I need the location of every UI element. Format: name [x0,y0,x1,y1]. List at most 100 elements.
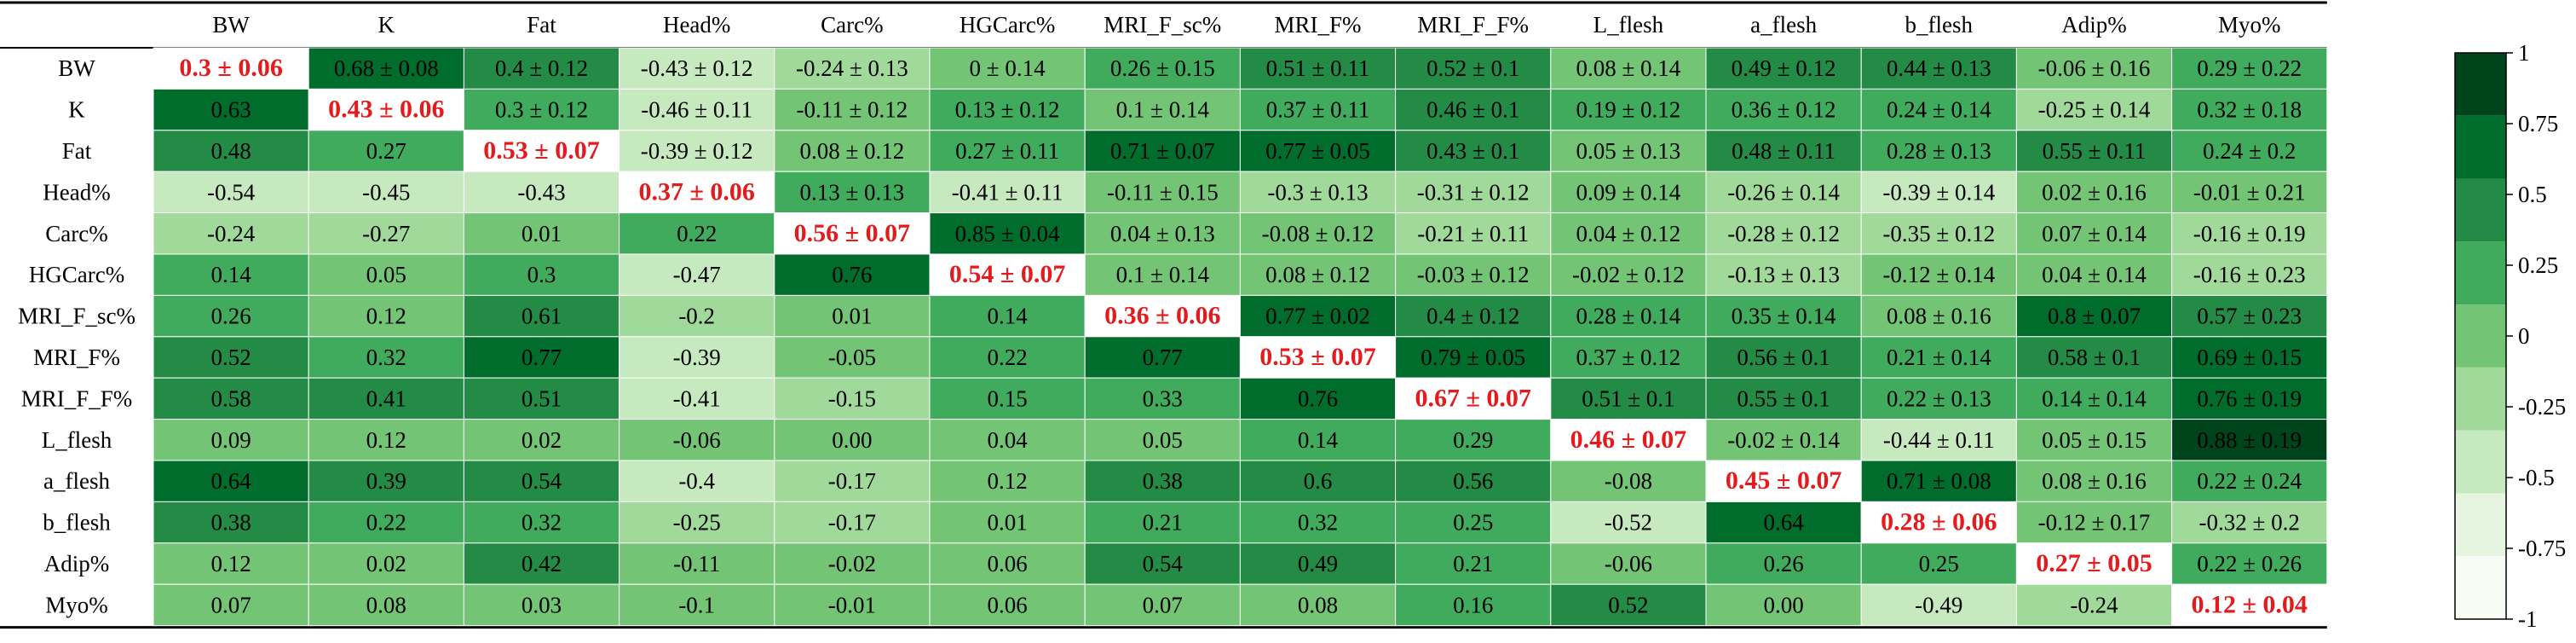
heatmap-cell [463,501,620,544]
cell-label: 0.25 [1919,551,1959,576]
colorbar-segment [2455,367,2506,431]
cell-label: 0.22 [987,345,1027,370]
column-header: Head% [663,12,730,38]
diagonal-label: 0.46 ± 0.07 [1570,426,1686,454]
heatmap-cell [2015,336,2173,379]
cell-label: 0.02 [522,427,562,453]
row-header: L_flesh [42,427,112,453]
row-header: Carc% [45,221,107,246]
row-header: MRI_F% [33,345,120,370]
cell-label: 0.01 [832,304,872,329]
heatmap-cell [929,542,1086,585]
cell-label: 0.14 [210,262,251,287]
cell-label: 0.32 ± 0.18 [2197,97,2302,123]
heatmap-cell [1239,212,1397,255]
heatmap-cell [1395,47,1552,90]
diagonal-label: 0.67 ± 0.07 [1415,384,1530,412]
heatmap-cell [1395,542,1552,585]
heatmap-cell [619,253,775,296]
cell-label: 0.14 ± 0.14 [2042,385,2147,411]
cell-label: 0.24 ± 0.2 [2203,138,2296,164]
heatmap-cell [308,336,464,379]
heatmap-cell [1550,583,1707,627]
heatmap-cell [2171,294,2328,338]
heatmap-cell [1239,253,1397,296]
row-header: b_flesh [43,510,111,536]
heatmap-cell [2015,583,2173,627]
heatmap-cell [1550,130,1707,172]
row-header: Fat [62,138,92,164]
cell-label: -0.39 ± 0.12 [641,138,753,164]
colorbar-segment [2455,241,2506,305]
heatmap-cell [774,88,931,131]
cell-label: -0.43 ± 0.12 [641,55,753,81]
cell-label: 0.69 ± 0.15 [2197,345,2302,370]
heatmap-cell [1084,171,1241,214]
cell-label: -0.39 [673,345,721,370]
cell-label: 0.3 [527,262,556,287]
cell-label: -0.01 ± 0.21 [2193,179,2306,205]
heatmap-cell [1239,294,1397,338]
cell-label: -0.16 ± 0.23 [2193,262,2306,287]
cell-label: 0.14 [987,304,1028,329]
cell-label: 0.1 ± 0.14 [1116,97,1210,123]
cell-label: 0.51 ± 0.1 [1582,385,1674,411]
cell-label: -0.08 [1605,468,1652,494]
cell-label: 0.21 [1453,551,1493,576]
cell-label: 0.29 [1453,427,1493,453]
cell-label: -0.54 [207,179,256,205]
column-header: HGCarc% [960,12,1055,38]
heatmap-cell [929,47,1086,90]
heatmap-cell [1084,336,1241,379]
heatmap-cell [929,460,1086,502]
heatmap-cell [1239,377,1397,420]
row-header: Adip% [44,551,110,576]
heatmap-cell [1705,130,1862,172]
heatmap-cell [2171,253,2328,296]
cell-label: 0.71 ± 0.07 [1110,138,1215,164]
heatmap-cell [619,460,775,502]
heatmap-cell [1550,253,1707,296]
cell-label: 0.00 [832,427,872,453]
colorbar-segment [2455,304,2506,368]
cell-label: 0.07 [1143,592,1183,617]
heatmap-cell [1705,583,1862,627]
cell-label: 0.3 ± 0.12 [495,97,588,123]
cell-label: -0.24 [2070,592,2118,617]
cell-label: 0.05 ± 0.13 [1576,138,1680,164]
cell-label: -0.02 ± 0.12 [1572,262,1685,287]
heatmap-cell [1705,377,1862,420]
heatmap-cell [1239,47,1397,90]
heatmap-cell [153,47,309,90]
cell-label: 0.00 [1763,592,1803,617]
heatmap-cell [153,294,309,338]
heatmap-cell [2171,501,2328,544]
diagonal-label: 0.36 ± 0.06 [1104,302,1220,330]
heatmap-cell [1860,542,2017,585]
cell-label: 0.08 [366,592,406,617]
cell-label: 0.08 [1298,592,1338,617]
cell-label: -0.01 [828,592,876,617]
heatmap-cell [308,583,464,627]
cell-label: 0.21 [1143,510,1183,536]
cell-label: 0 ± 0.14 [970,55,1046,81]
cell-label: -0.28 ± 0.12 [1727,221,1840,246]
cell-label: 0.64 [210,468,251,494]
cell-label: 0.29 ± 0.22 [2197,55,2302,81]
heatmap-cell [2171,336,2328,379]
cell-label: -0.32 ± 0.2 [2199,510,2300,536]
heatmap-cell [153,171,309,214]
cell-label: 0.02 [366,551,406,576]
heatmap-cell [929,583,1086,627]
heatmap-cell [2171,212,2328,255]
heatmap-cell [929,294,1086,338]
heatmap-cell [153,460,309,502]
heatmap-cell [929,253,1086,296]
cell-label: 0.02 ± 0.16 [2042,179,2147,205]
heatmap-cell [1705,294,1862,338]
heatmap-cell [774,460,931,502]
colorbar-tick-label: 0.25 [2518,252,2558,278]
column-header: Carc% [821,12,883,38]
colorbar-segment [2455,178,2506,242]
